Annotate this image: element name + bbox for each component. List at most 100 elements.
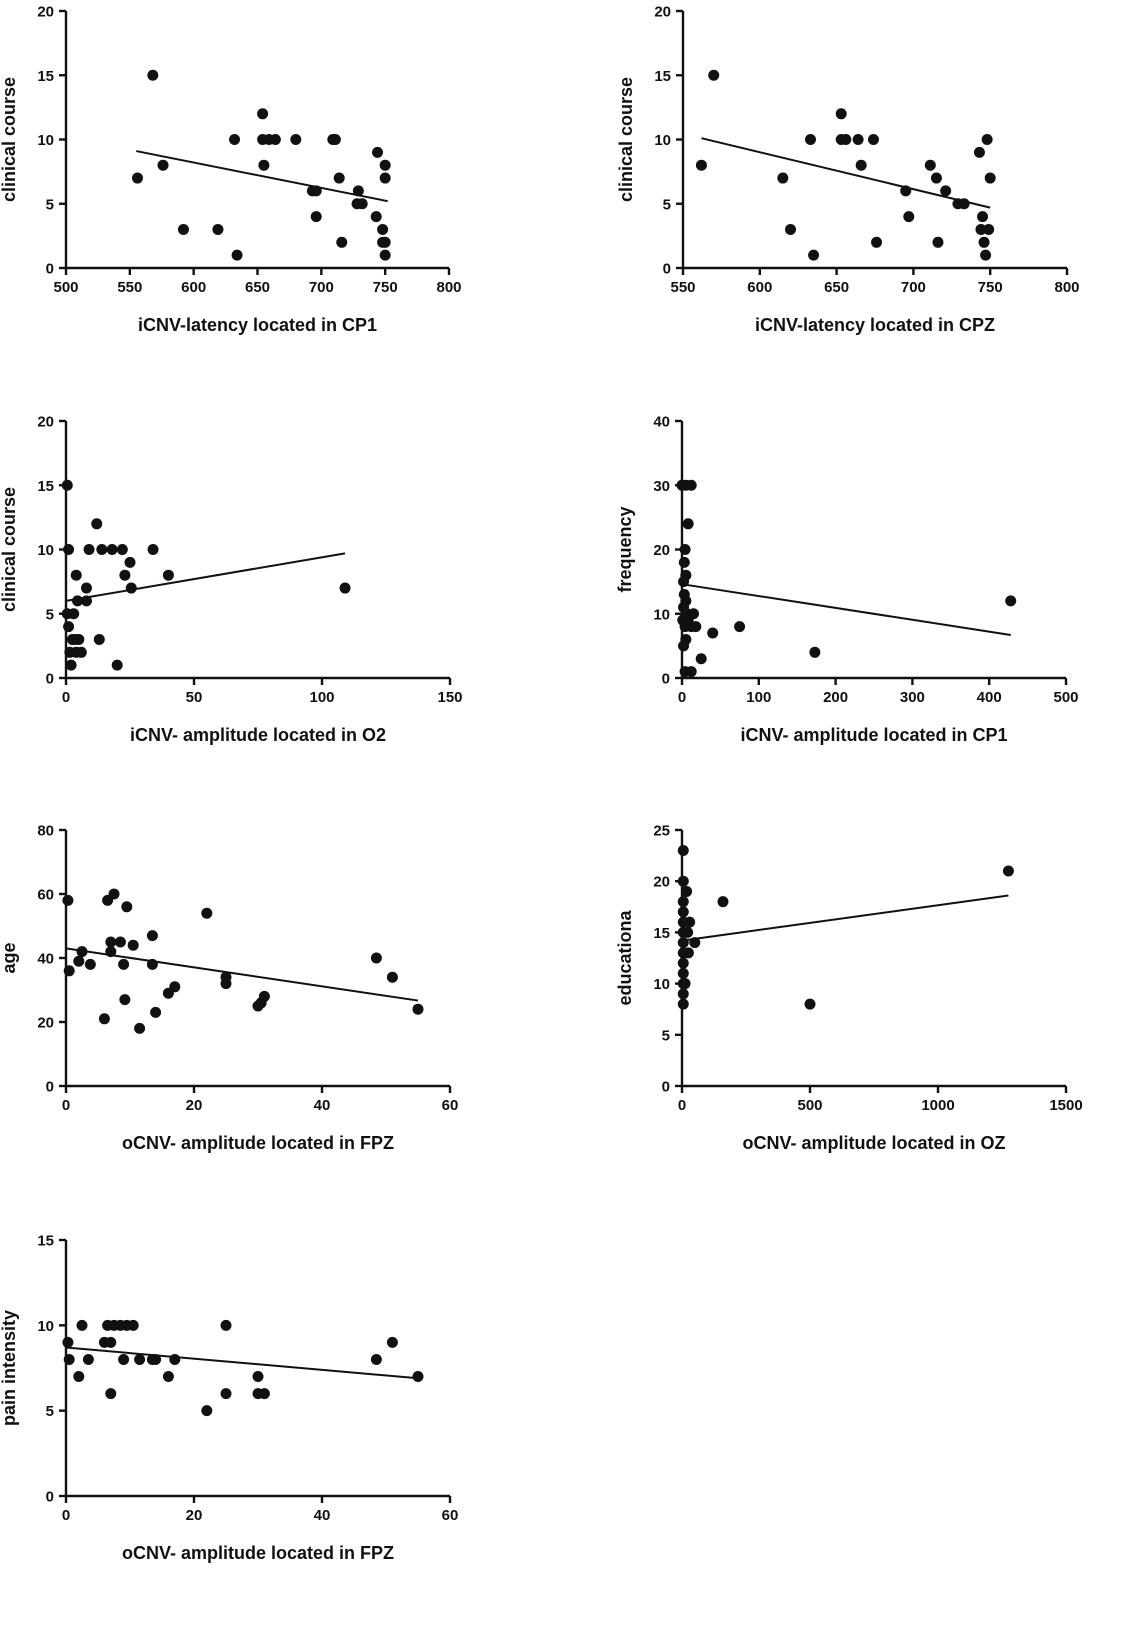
data-point xyxy=(958,198,970,210)
data-point xyxy=(900,185,912,197)
data-point xyxy=(978,236,990,248)
data-point xyxy=(63,621,75,633)
data-point xyxy=(157,159,169,171)
data-point xyxy=(682,926,694,938)
data-point xyxy=(127,939,139,951)
x-axis-title: oCNV- amplitude located in OZ xyxy=(742,1133,1005,1153)
data-point xyxy=(370,952,382,964)
data-point xyxy=(105,1336,117,1348)
y-axis-title: clinical course xyxy=(0,77,19,202)
data-point xyxy=(804,134,816,145)
data-point xyxy=(73,633,85,645)
data-point xyxy=(80,595,92,607)
y-axis-title: educationa xyxy=(615,910,635,1006)
data-point xyxy=(809,646,821,658)
data-point xyxy=(105,936,117,948)
data-point xyxy=(310,211,322,223)
scatter-panel-1: 500 550 600 650 700 750 800 0 5 10 15 20 iCNV-latenc… xyxy=(0,4,462,336)
y-tick-label: 30 xyxy=(653,478,670,495)
x-tick-label: 0 xyxy=(678,1097,686,1114)
data-point xyxy=(379,172,391,184)
y-tick-label: 10 xyxy=(37,132,54,149)
data-point xyxy=(984,172,996,184)
data-point xyxy=(980,249,992,261)
x-tick-label: 60 xyxy=(442,1097,459,1114)
data-point xyxy=(169,981,181,993)
data-point xyxy=(119,994,131,1006)
data-point xyxy=(977,211,989,223)
data-point xyxy=(62,1336,74,1348)
x-tick-label: 0 xyxy=(62,689,70,706)
data-point xyxy=(201,1405,213,1417)
data-point xyxy=(147,544,159,555)
scatter-panel-7: 0 20 40 60 0 5 10 15 oCNV- amplitude located in … xyxy=(0,1233,458,1564)
y-tick-label: 0 xyxy=(663,261,671,278)
x-tick-label: 1000 xyxy=(921,1097,954,1114)
data-point xyxy=(108,888,120,900)
data-point xyxy=(116,544,128,555)
y-tick-label: 80 xyxy=(37,823,54,840)
data-point xyxy=(111,659,123,671)
data-point xyxy=(73,1371,85,1383)
data-point xyxy=(903,211,915,223)
data-point xyxy=(677,998,689,1010)
regression-line xyxy=(65,552,346,602)
x-tick-label: 100 xyxy=(746,689,771,706)
data-point xyxy=(677,967,689,979)
data-point xyxy=(973,146,985,158)
data-point xyxy=(290,134,302,145)
data-point xyxy=(708,69,720,81)
y-tick-label: 15 xyxy=(37,478,54,495)
scatter-panel-6: 0 500 1000 1500 0 5 10 15 20 25 oCNV- amplitude lo… xyxy=(615,823,1083,1154)
y-axis-title: clinical course xyxy=(616,77,636,202)
y-tick-label: 20 xyxy=(653,874,670,891)
data-point xyxy=(377,223,389,235)
y-tick-label: 10 xyxy=(653,976,670,993)
regression-line xyxy=(681,583,1011,636)
data-point xyxy=(981,134,993,145)
x-axis-title: iCNV- amplitude located in O2 xyxy=(130,725,386,745)
data-point xyxy=(76,946,88,958)
data-point xyxy=(73,955,85,967)
data-point xyxy=(695,653,707,665)
data-point xyxy=(412,1003,424,1015)
data-point xyxy=(124,556,136,568)
data-point xyxy=(684,916,696,928)
data-point xyxy=(379,159,391,171)
data-point xyxy=(150,1006,162,1018)
data-point xyxy=(835,108,847,120)
data-point xyxy=(339,582,351,594)
data-point xyxy=(685,666,697,678)
data-point xyxy=(76,1319,88,1331)
x-tick-label: 800 xyxy=(1054,279,1079,296)
data-point xyxy=(93,633,105,645)
data-point xyxy=(855,159,867,171)
y-axis-title: clinical course xyxy=(0,487,19,612)
y-tick-label: 0 xyxy=(46,261,54,278)
data-point xyxy=(220,1388,232,1400)
data-point xyxy=(220,1319,232,1331)
data-point xyxy=(932,236,944,248)
data-point xyxy=(70,569,82,581)
data-point xyxy=(930,172,942,184)
data-point xyxy=(252,1371,264,1383)
x-tick-label: 40 xyxy=(314,1507,331,1524)
x-tick-label: 40 xyxy=(314,1097,331,1114)
data-point xyxy=(231,249,243,261)
y-tick-label: 20 xyxy=(37,4,54,21)
data-point xyxy=(162,1371,174,1383)
x-tick-label: 750 xyxy=(373,279,398,296)
data-point xyxy=(61,479,73,491)
data-point xyxy=(677,988,689,1000)
y-tick-label: 0 xyxy=(662,1079,670,1096)
x-tick-label: 700 xyxy=(309,279,334,296)
y-tick-label: 15 xyxy=(37,1233,54,1250)
data-point xyxy=(118,958,130,970)
data-point xyxy=(808,249,820,261)
scatter-panel-5: 0 20 40 60 0 20 40 60 80 oCNV- amplitude located … xyxy=(0,823,458,1154)
data-point xyxy=(105,1388,117,1400)
data-point xyxy=(785,223,797,235)
y-tick-label: 40 xyxy=(653,414,670,431)
data-point xyxy=(333,172,345,184)
x-tick-label: 20 xyxy=(186,1507,203,1524)
